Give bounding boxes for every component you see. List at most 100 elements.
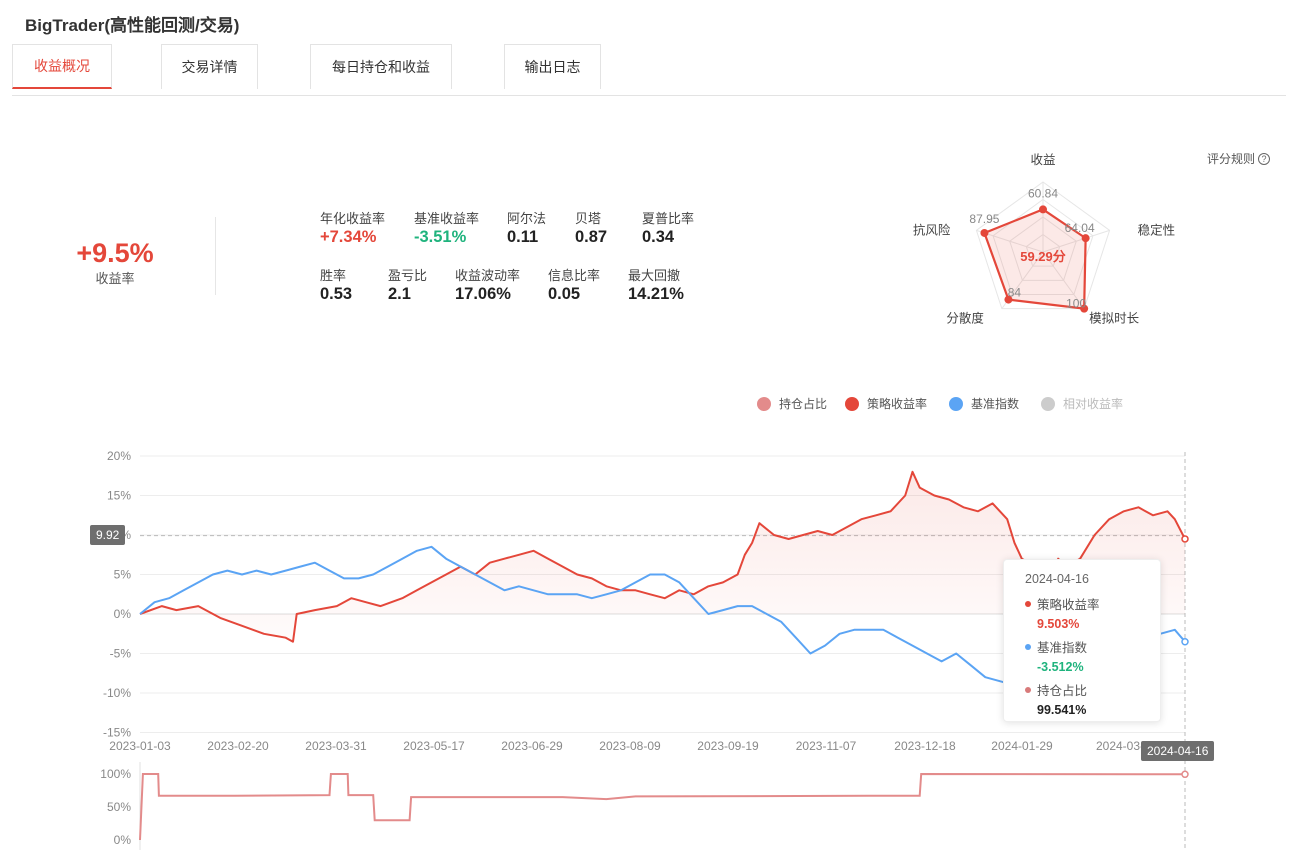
legend-strategy-return[interactable]: 策略收益率 bbox=[845, 395, 927, 412]
tooltip-label: 基准指数 bbox=[1037, 641, 1088, 655]
metric-label: 盈亏比 bbox=[388, 268, 428, 283]
legend-relative-return[interactable]: 相对收益率 bbox=[1041, 395, 1123, 412]
tooltip-value: -3.512% bbox=[1037, 660, 1084, 674]
metric-value: 0.05 bbox=[548, 285, 581, 303]
x-tick-label: 2023-08-09 bbox=[599, 739, 661, 753]
radar-axis-name: 稳定性 bbox=[1138, 222, 1176, 237]
tooltip-dot-icon bbox=[1025, 686, 1031, 693]
x-tick-label: 2024-01-29 bbox=[991, 739, 1053, 753]
radar-axis-value: 100 bbox=[1066, 297, 1086, 311]
tooltip-row-strategy: 策略收益率 bbox=[1025, 594, 1160, 613]
crosshair-y-label: 9.92 bbox=[90, 525, 126, 545]
legend-label: 持仓占比 bbox=[779, 397, 828, 411]
metric-label: 胜率 bbox=[320, 268, 347, 283]
metric-value: 0.53 bbox=[320, 285, 353, 303]
radar-point bbox=[980, 228, 989, 237]
metric-win-rate: 胜率 0.53 bbox=[320, 265, 352, 304]
metric-value: 0.11 bbox=[507, 228, 539, 246]
radar-axis-value: 64.04 bbox=[1065, 221, 1095, 235]
total-return-value: +9.5% bbox=[76, 238, 154, 268]
metric-alpha: 阿尔法 0.11 bbox=[507, 208, 546, 247]
legend-dot-icon bbox=[949, 396, 963, 411]
radar-grid-ring bbox=[975, 181, 1111, 310]
tooltip-date: 2024-04-16 bbox=[1025, 572, 1089, 586]
metric-label: 夏普比率 bbox=[642, 211, 695, 226]
metric-max-drawdown: 最大回撤 14.21% bbox=[628, 265, 684, 304]
series-end-point bbox=[1181, 637, 1189, 646]
metric-annual-return: 年化收益率 +7.34% bbox=[320, 208, 385, 247]
metric-benchmark-return: 基准收益率 -3.51% bbox=[414, 208, 479, 247]
x-tick-label: 2023-06-29 bbox=[501, 739, 563, 753]
tooltip-row-position: 持仓占比 bbox=[1025, 680, 1160, 699]
metric-volatility: 收益波动率 17.06% bbox=[455, 265, 520, 304]
radar-point bbox=[1081, 234, 1090, 243]
y-tick-label: 15% bbox=[107, 489, 131, 503]
metric-profit-loss-ratio: 盈亏比 2.1 bbox=[388, 265, 427, 304]
position-end-point bbox=[1181, 770, 1189, 779]
radar-axis-name: 模拟时长 bbox=[1089, 312, 1140, 326]
tab-daily-positions[interactable]: 每日持仓和收益 bbox=[310, 44, 452, 89]
x-tick-label: 2024-03- bbox=[1096, 739, 1144, 753]
tab-bar: 收益概况 交易详情 每日持仓和收益 输出日志 bbox=[12, 44, 1286, 96]
metric-value: 0.34 bbox=[642, 228, 675, 246]
position-ratio-line bbox=[139, 772, 1186, 841]
summary-divider bbox=[215, 217, 216, 295]
legend-position-ratio[interactable]: 持仓占比 bbox=[757, 395, 827, 412]
legend-dot-icon bbox=[1041, 396, 1055, 411]
legend-benchmark[interactable]: 基准指数 bbox=[949, 395, 1019, 412]
total-return: +9.5% 收益率 bbox=[40, 238, 190, 287]
radar-spoke bbox=[1042, 229, 1110, 253]
radar-point bbox=[1039, 205, 1047, 214]
tooltip-label: 持仓占比 bbox=[1037, 684, 1088, 698]
app-title: BigTrader(高性能回测/交易) bbox=[25, 16, 240, 35]
question-circle-icon: ? bbox=[1258, 152, 1271, 165]
radar-grid-ring bbox=[1025, 233, 1061, 267]
radar-axis-value: 87.95 bbox=[969, 212, 999, 226]
metric-label: 信息比率 bbox=[548, 268, 601, 283]
tab-trade-details[interactable]: 交易详情 bbox=[161, 44, 258, 89]
metric-label: 基准收益率 bbox=[414, 211, 480, 226]
x-tick-label: 2023-01-03 bbox=[109, 739, 171, 753]
radar-axis-value: 60.84 bbox=[1028, 186, 1058, 200]
radar-total-score: 59.29分 bbox=[1020, 249, 1066, 264]
x-tick-label: 2023-12-18 bbox=[894, 739, 956, 753]
tab-return-overview[interactable]: 收益概况 bbox=[12, 44, 112, 89]
tab-output-log[interactable]: 输出日志 bbox=[504, 44, 601, 89]
position-y-tick-label: 50% bbox=[107, 800, 131, 814]
metric-sharpe: 夏普比率 0.34 bbox=[642, 208, 694, 247]
x-tick-label: 2023-09-19 bbox=[697, 739, 759, 753]
x-tick-label: 2023-03-31 bbox=[305, 739, 367, 753]
tooltip-dot-icon bbox=[1025, 600, 1031, 607]
metric-value: 0.87 bbox=[575, 228, 608, 246]
x-tick-label: 2023-11-07 bbox=[796, 739, 857, 753]
legend-dot-icon bbox=[757, 396, 771, 411]
legend-label: 基准指数 bbox=[971, 397, 1020, 411]
score-rules-label: 评分规则 bbox=[1207, 152, 1256, 166]
x-tick-label: 2023-02-20 bbox=[207, 739, 269, 753]
legend-dot-icon bbox=[845, 396, 859, 411]
y-tick-label: -5% bbox=[110, 647, 132, 661]
metric-label: 收益波动率 bbox=[455, 268, 521, 283]
y-tick-label: 20% bbox=[107, 449, 131, 463]
tooltip-row-benchmark: 基准指数 bbox=[1025, 637, 1160, 656]
radar-axis-name: 收益 bbox=[1030, 153, 1055, 167]
tooltip-dot-icon bbox=[1025, 643, 1031, 650]
metric-value: 2.1 bbox=[388, 285, 411, 303]
radar-axis-name: 分散度 bbox=[946, 311, 984, 326]
position-y-tick-label: 100% bbox=[100, 767, 131, 781]
radar-axis-value: 84 bbox=[1008, 286, 1022, 300]
radar-grid-ring bbox=[1009, 216, 1077, 281]
score-rules-link[interactable]: 评分规则 ? bbox=[1207, 150, 1271, 167]
metric-value: 17.06% bbox=[455, 285, 511, 303]
legend-label: 策略收益率 bbox=[867, 397, 928, 411]
total-return-label: 收益率 bbox=[95, 271, 135, 286]
position-y-tick-label: 0% bbox=[114, 833, 132, 847]
metric-value: +7.34% bbox=[320, 228, 377, 246]
y-tick-label: -10% bbox=[103, 686, 131, 700]
tooltip-value: 99.541% bbox=[1037, 703, 1087, 717]
legend-label: 相对收益率 bbox=[1063, 397, 1124, 411]
radar-point bbox=[1004, 295, 1013, 304]
tooltip-label: 策略收益率 bbox=[1037, 598, 1100, 612]
return-line-chart[interactable]: 20%15%10%5%0%-5%-10%-15%2023-01-032023-0… bbox=[0, 440, 1314, 850]
